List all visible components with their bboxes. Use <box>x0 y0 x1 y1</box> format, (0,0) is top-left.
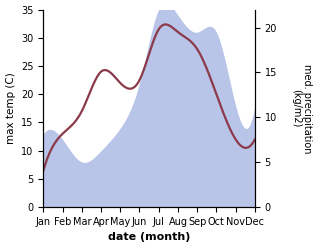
X-axis label: date (month): date (month) <box>108 232 190 243</box>
Y-axis label: med. precipitation
(kg/m2): med. precipitation (kg/m2) <box>291 63 313 153</box>
Y-axis label: max temp (C): max temp (C) <box>5 72 16 144</box>
